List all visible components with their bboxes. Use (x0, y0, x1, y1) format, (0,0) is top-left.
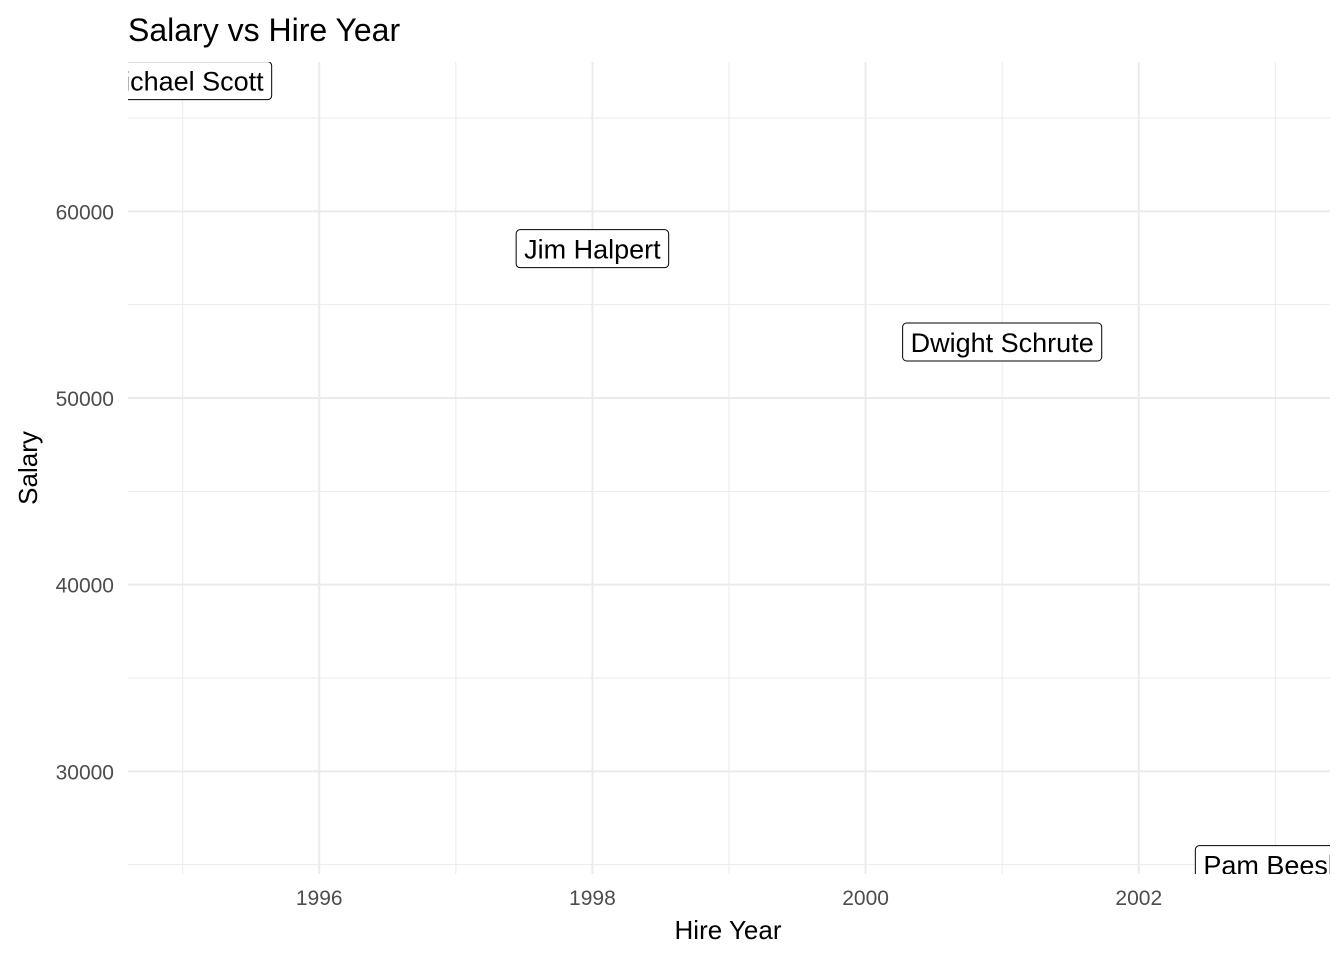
x-tick-label: 2000 (842, 887, 889, 910)
label-box (128, 62, 273, 101)
data-point-label: Dwight Schrute (902, 322, 1103, 362)
point-label-text: Pam Beesly (1203, 851, 1344, 881)
data-point-label: Michael Scott (102, 62, 273, 101)
x-tick-label: 1996 (296, 887, 343, 910)
grid (128, 62, 1330, 874)
point-label-text: Jim Halpert (524, 235, 661, 265)
y-tick-label: 50000 (56, 388, 114, 411)
data-point-label: Pam Beesly (1194, 845, 1344, 881)
x-axis-title: Hire Year (675, 915, 782, 945)
y-axis-title: Salary (13, 431, 43, 505)
chart-title: Salary vs Hire Year (128, 12, 400, 48)
x-tick-label: 2002 (1115, 887, 1162, 910)
label-box (902, 322, 1103, 362)
x-tick-label: 1998 (569, 887, 616, 910)
point-label-text: Dwight Schrute (911, 328, 1094, 358)
label-box (1194, 845, 1330, 874)
point-labels: Michael Scott Jim Halpert Dwight Schrute Pa… (102, 62, 1344, 881)
axis-ticks: 1996 1998 2000 2002 30000 40000 50000 60000 (56, 201, 1163, 910)
data-point-label: Jim Halpert (515, 229, 670, 269)
y-tick-label: 60000 (56, 201, 114, 224)
y-tick-label: 30000 (56, 761, 114, 784)
label-box (515, 229, 670, 269)
y-tick-label: 40000 (56, 575, 114, 598)
point-label-text: Michael Scott (102, 67, 265, 97)
